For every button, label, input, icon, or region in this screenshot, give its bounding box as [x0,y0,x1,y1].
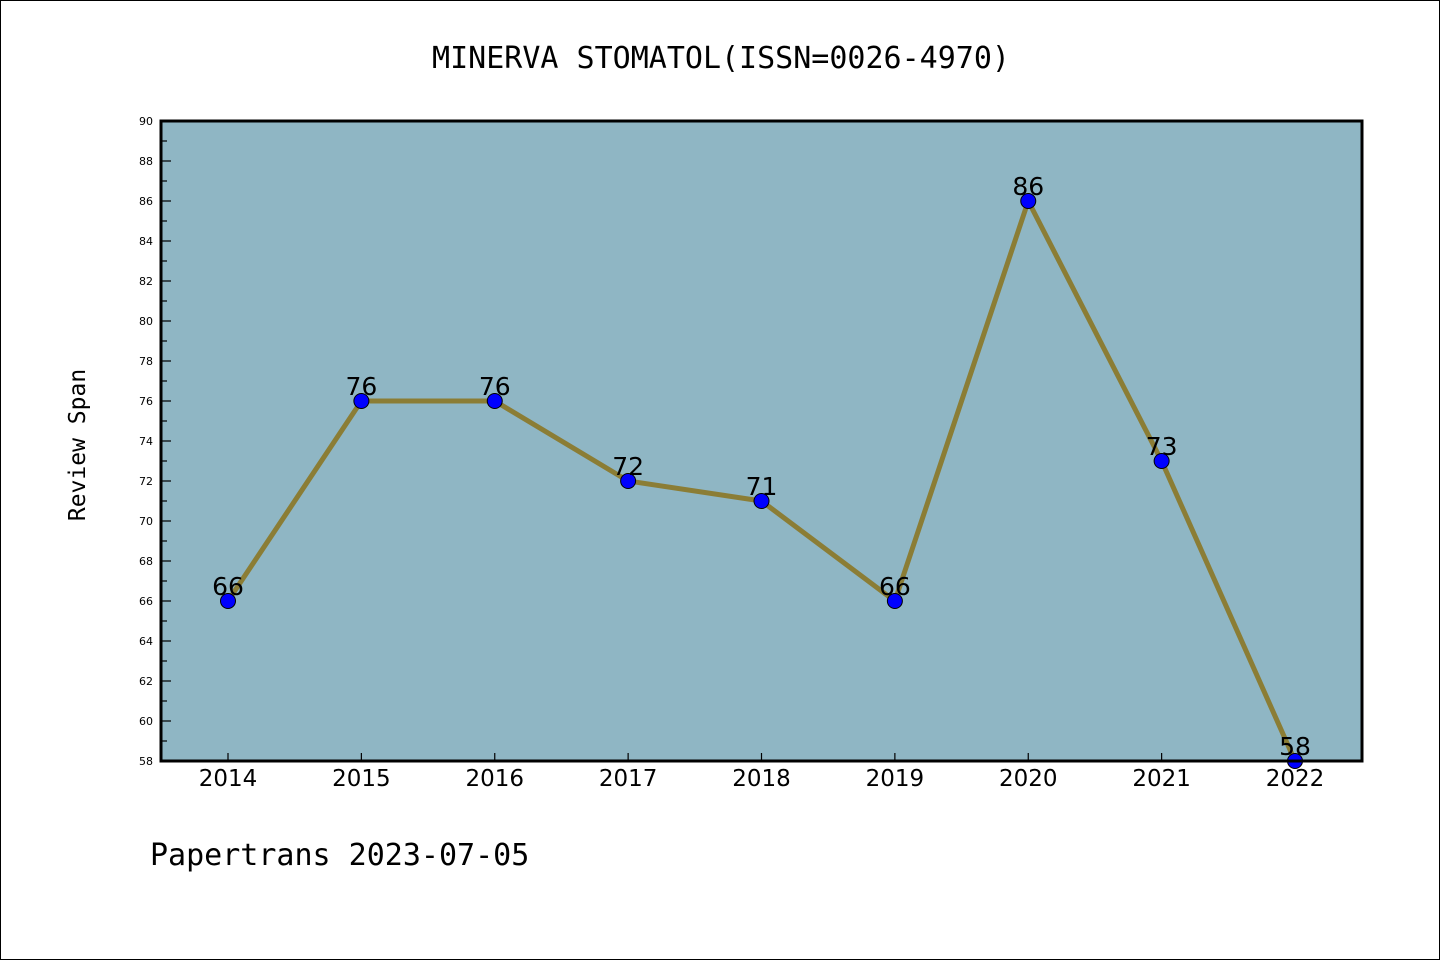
x-tick-label: 2020 [999,766,1058,792]
data-point [1153,453,1170,469]
y-tick-label: 72 [139,475,153,488]
x-tick-label: 2016 [465,766,524,792]
data-point [886,593,903,609]
plot-border [159,119,1364,763]
y-tick-label: 84 [139,235,153,248]
y-tick-label: 80 [139,315,153,328]
y-tick-label: 60 [139,715,153,728]
y-tick-label: 78 [139,355,153,368]
data-label: 86 [1012,172,1044,201]
footer-text: Papertrans 2023-07-05 [150,838,529,873]
x-tick-label: 2022 [1266,766,1325,792]
data-label: 66 [879,572,911,601]
x-tick-label: 2014 [199,766,258,792]
y-tick-label: 64 [139,635,153,648]
y-tick-label: 74 [139,435,153,448]
y-tick-label: 82 [139,275,153,288]
plot-area [161,121,1362,761]
data-labels: 66 76 76 72 71 66 86 73 58 [212,172,1311,761]
data-label: 76 [345,372,377,401]
y-tick-label: 58 [139,755,153,768]
y-tick-label: 76 [139,395,153,408]
y-tick-label: 90 [139,115,153,128]
data-label: 72 [612,452,644,481]
x-tick-label: 2017 [599,766,658,792]
data-label: 76 [479,372,511,401]
y-tick-label: 70 [139,515,153,528]
data-point [486,393,503,409]
x-tick-label: 2021 [1132,766,1191,792]
data-label: 58 [1279,732,1311,761]
y-tick-label: 68 [139,555,153,568]
x-tick-label: 2019 [866,766,925,792]
data-point [353,393,370,409]
y-tick-label: 66 [139,595,153,608]
y-tick-label: 86 [139,195,153,208]
x-axis: 2014 2015 2016 2017 2018 2019 2020 2021 2022 [199,753,1325,792]
y-tick-label: 88 [139,155,153,168]
data-point [620,473,637,489]
chart-title: MINERVA STOMATOL(ISSN=0026-4970) [432,41,1010,76]
y-axis-label: Review Span [65,369,91,521]
data-point [220,593,236,609]
data-label: 73 [1146,432,1178,461]
y-axis: 58 60 62 64 66 68 70 72 74 76 78 80 82 84 86 88 90 [139,115,171,768]
data-point [753,493,770,509]
x-tick-label: 2015 [332,766,391,792]
y-tick-label: 62 [139,675,153,688]
data-point [1020,193,1037,209]
data-label: 71 [746,472,778,501]
x-tick-label: 2018 [732,766,791,792]
data-label: 66 [212,572,244,601]
